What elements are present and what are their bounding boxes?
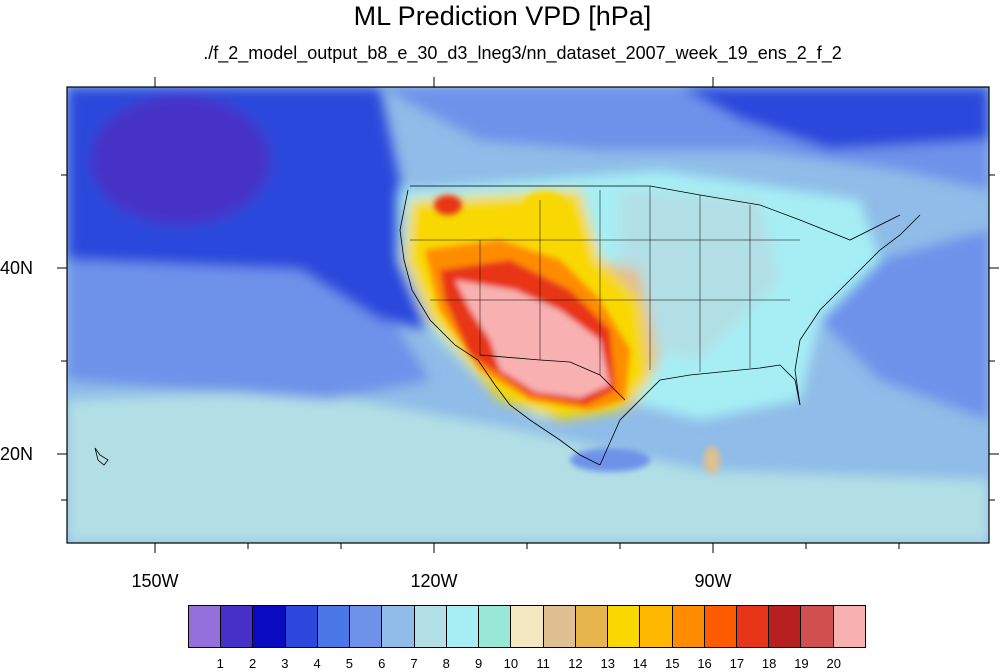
colorbar-swatch xyxy=(253,606,286,647)
hawaii xyxy=(94,447,109,466)
colorbar-swatch xyxy=(640,606,673,647)
field-mt-yellow xyxy=(523,191,567,219)
vpd-map xyxy=(57,77,999,553)
boundaries xyxy=(94,185,921,466)
colorbar-swatch xyxy=(833,606,865,647)
colorbar-label: 17 xyxy=(729,656,745,671)
lat-label-40n: 40N xyxy=(0,258,34,278)
map-ticks xyxy=(57,77,999,553)
colorbar-label: 10 xyxy=(503,656,519,671)
colorbar-swatch xyxy=(446,606,480,647)
colorbar-label: 9 xyxy=(474,656,483,671)
colorbar-label: 8 xyxy=(442,656,450,671)
colorbar-label: 15 xyxy=(665,656,680,671)
field-atlantic xyxy=(820,230,989,420)
colorbar-label: 13 xyxy=(600,656,615,671)
lon-label-150w: 150W xyxy=(131,571,179,591)
colorbar-swatch xyxy=(414,606,447,647)
colorbar-swatch xyxy=(285,606,318,647)
state-lines xyxy=(410,186,800,375)
colorbar xyxy=(188,605,866,648)
colorbar-swatch xyxy=(608,606,641,647)
map-subtitle: ./f_2_model_output_b8_e_30_d3_lneg3/nn_d… xyxy=(203,43,842,63)
colorbar-swatch xyxy=(479,606,512,647)
field-pacific-south xyxy=(67,390,989,543)
colorbar-swatch xyxy=(672,606,705,647)
field-yucatan xyxy=(704,446,720,474)
colorbar-label: 12 xyxy=(568,656,583,671)
colorbar-labels: 1 2 3 4 5 6 7 8 9 10 11 12 13 14 15 16 17 18 19 20 xyxy=(0,656,1005,672)
map-title: ML Prediction VPD [hPa] xyxy=(353,1,652,31)
colorbar-swatch xyxy=(511,606,544,647)
colorbar-label: 6 xyxy=(378,656,386,671)
lon-label-90w: 90W xyxy=(694,571,732,591)
colorbar-swatch xyxy=(575,606,609,647)
colorbar-label: 19 xyxy=(794,656,809,671)
colorbar-swatch xyxy=(543,606,576,647)
colorbar-label: 5 xyxy=(345,656,354,671)
field-idaho-red xyxy=(434,195,462,215)
colorbar-swatch xyxy=(704,606,737,647)
colorbar-label: 7 xyxy=(410,656,418,671)
colorbar-swatch xyxy=(801,606,834,647)
colorbar-label: 4 xyxy=(313,656,321,671)
us-mexico-border xyxy=(479,354,626,401)
colorbar-label: 18 xyxy=(761,656,777,671)
colorbar-label: 1 xyxy=(216,656,224,671)
west-coastline xyxy=(399,189,601,466)
colorbar-swatch xyxy=(189,606,222,647)
gulf-coastline xyxy=(599,364,801,466)
colorbar-swatch xyxy=(769,606,802,647)
field-pacific-core xyxy=(90,95,270,225)
field-mexico-warm xyxy=(570,448,650,472)
colorbar-swatch xyxy=(317,606,351,647)
colorbar-swatch xyxy=(382,606,415,647)
colorbar-swatch xyxy=(350,606,383,647)
colorbar-swatch xyxy=(736,606,770,647)
lon-label-120w: 120W xyxy=(410,571,458,591)
colorbar-label: 11 xyxy=(536,656,550,671)
colorbar-label: 20 xyxy=(826,656,841,671)
colorbar-label: 2 xyxy=(248,656,257,671)
colorbar-label: 16 xyxy=(697,656,712,671)
field-sw-pink xyxy=(455,280,610,398)
lat-label-20n: 20N xyxy=(0,444,34,464)
field-canada-deep xyxy=(680,87,989,150)
colorbar-label: 3 xyxy=(281,656,289,671)
east-coastline xyxy=(794,214,921,406)
map-frame xyxy=(66,86,990,544)
colorbar-swatch xyxy=(221,606,254,647)
colorbar-label: 14 xyxy=(632,656,648,671)
